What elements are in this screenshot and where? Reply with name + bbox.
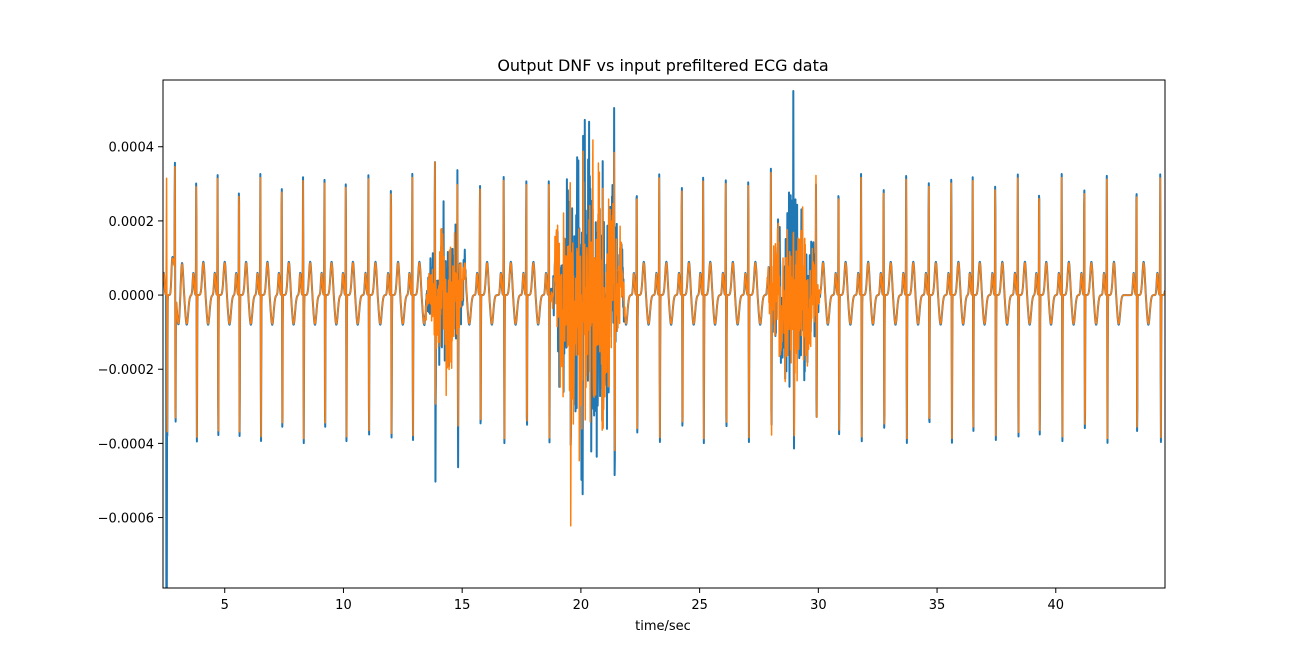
y-tick-label: −0.0006 [98,512,154,527]
x-tick-label: 25 [691,598,708,613]
y-axis: −0.0006 −0.0004 −0.0002 0.0000 0.0002 0.0004 [98,141,163,527]
chart-title: Output DNF vs input prefiltered ECG data [497,56,828,75]
y-tick-label: −0.0002 [98,363,154,378]
x-tick-label: 20 [573,598,590,613]
y-tick-label: 0.0000 [109,289,155,304]
plot-frame [162,79,1166,589]
x-tick-label: 15 [454,598,471,613]
y-tick-label: −0.0004 [98,437,154,452]
series-layer [163,90,1165,588]
x-tick-label: 30 [810,598,827,613]
x-axis-label: time/sec [635,619,691,634]
x-tick-label: 35 [929,598,946,613]
x-tick-label: 40 [1048,598,1065,613]
y-tick-label: 0.0002 [109,215,155,230]
x-axis: 5 10 15 20 25 30 35 40 [221,588,1064,613]
x-tick-label: 5 [221,598,229,613]
x-tick-label: 10 [335,598,352,613]
y-tick-label: 0.0004 [109,141,155,156]
series-line-output [163,139,1165,527]
